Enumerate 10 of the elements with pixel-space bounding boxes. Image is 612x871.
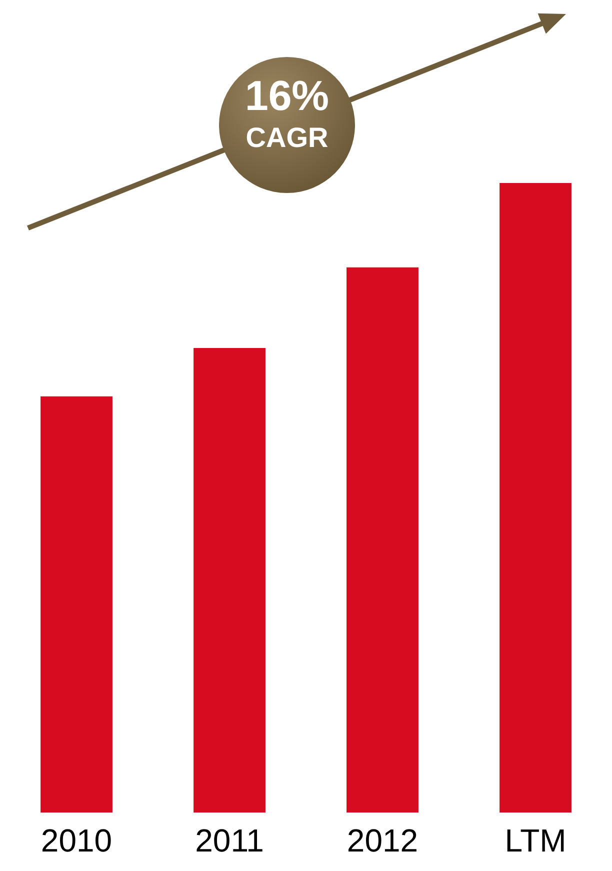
bar	[194, 348, 266, 813]
x-tick-label: 2010	[40, 822, 112, 859]
bar	[346, 267, 418, 813]
x-tick-label: 2012	[346, 822, 418, 859]
bar	[40, 396, 112, 813]
x-tick-label: LTM	[504, 822, 566, 859]
text: 16%	[244, 72, 330, 120]
bar	[500, 183, 572, 813]
text: CAGR	[244, 121, 330, 155]
x-tick-label: 2011	[195, 822, 264, 859]
